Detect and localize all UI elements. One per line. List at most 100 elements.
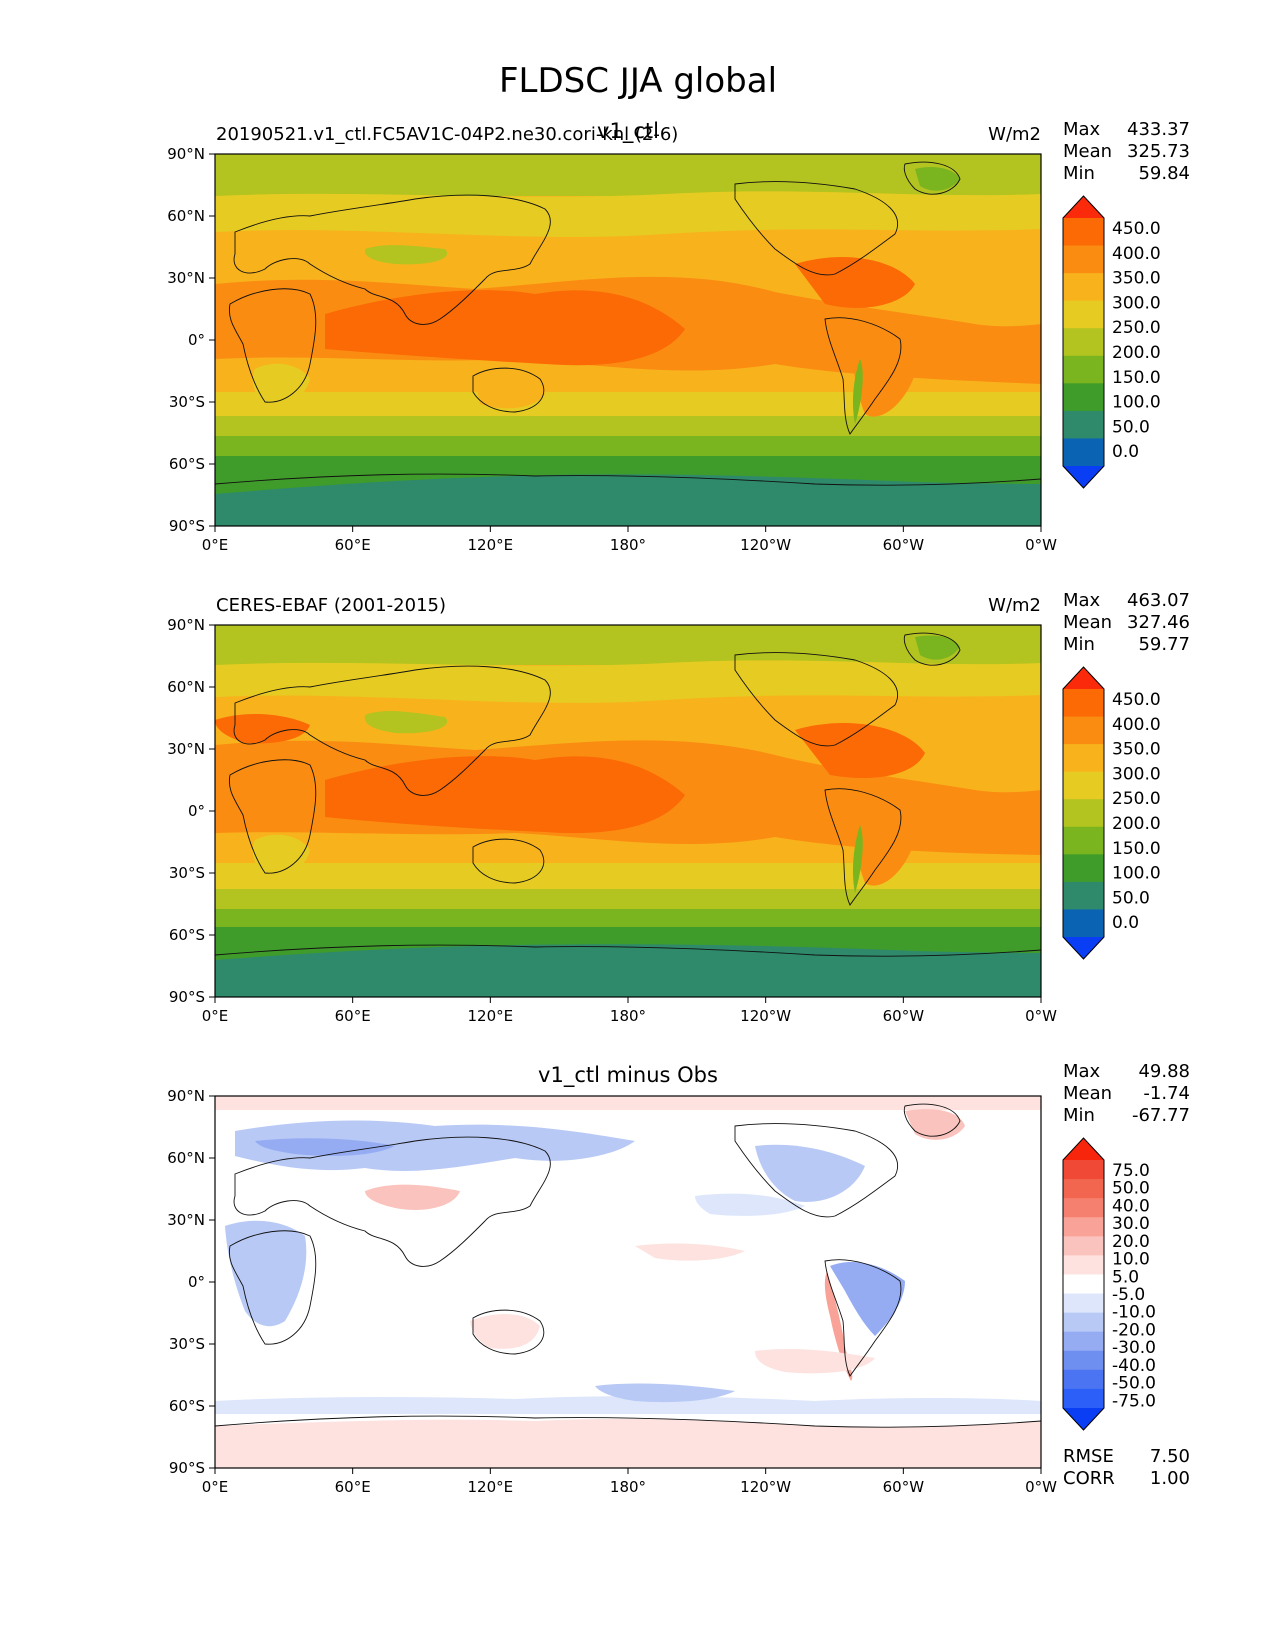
metric-label-corr: CORR (1063, 1468, 1115, 1489)
coast-north-america (734, 652, 898, 747)
lat-tick-label: 30°S (169, 393, 205, 411)
zone-southern-ocean-green (215, 925, 1041, 960)
lon-tick-label: 0°E (202, 1007, 229, 1025)
stat-label-min: Min (1063, 1105, 1095, 1126)
lat-tick-label: 90°S (169, 988, 205, 1006)
colorbar-segment (1063, 245, 1104, 274)
panel1-stats: Max Mean Min 433.37 325.73 59.84 (1063, 119, 1190, 184)
stat-label-max: Max (1063, 590, 1101, 611)
lon-tick-label: 0°E (202, 536, 229, 554)
colorbar-label: 350.0 (1112, 740, 1161, 760)
lat-tick-label: 30°N (167, 1211, 205, 1229)
stat-label-min: Min (1063, 163, 1095, 184)
colorbar-extend-min (1063, 1408, 1104, 1430)
zone-warm-pool (325, 290, 685, 366)
colorbar-segment (1063, 328, 1104, 357)
zone-warm-pool (325, 756, 685, 834)
coast-greenland (903, 161, 961, 195)
colorbar-outline (1062, 666, 1105, 960)
colorbar-segment (1063, 355, 1104, 384)
coast-australia (472, 367, 545, 413)
colorbar-segment (1063, 909, 1104, 938)
stat-label-mean: Mean (1063, 141, 1112, 162)
zone-greenland (915, 635, 960, 660)
stat-label-max: Max (1063, 1061, 1101, 1082)
colorbar-extend-min (1063, 937, 1104, 959)
colorbar-segment (1063, 1198, 1104, 1218)
zone-southern-ocean-green (215, 454, 1041, 494)
lon-tick-label: 0°W (1025, 1007, 1057, 1025)
panel2-units: W/m2 (988, 595, 1041, 616)
lat-tick-label: 60°N (167, 1149, 205, 1167)
colorbar-label: -30.0 (1112, 1338, 1156, 1358)
colorbar-test: 450.0 400.0 350.0 300.0 250.0 200.0 150.0 100.0… (1062, 195, 1161, 489)
colorbar-difference: 75.050.040.030.020.010.05.0-5.0-10.0-20.… (1062, 1137, 1156, 1431)
colorbar-segment (1063, 1388, 1104, 1409)
colorbar-segment (1063, 273, 1104, 302)
stat-value-min: -67.77 (1132, 1105, 1190, 1126)
lon-tick-label: 0°W (1025, 536, 1057, 554)
colorbar-segment (1063, 689, 1104, 718)
figure-title: FLDSC JJA global (499, 61, 777, 101)
stat-value-max: 433.37 (1127, 119, 1190, 140)
colorbar-segment (1063, 854, 1104, 883)
map-test (215, 154, 1041, 526)
colorbar-reference: 450.0 400.0 350.0 300.0 250.0 200.0 150.0 100.0… (1062, 666, 1161, 960)
colorbar-label: 10.0 (1112, 1250, 1150, 1270)
lon-tick-label: 180° (610, 536, 646, 554)
stat-value-mean: -1.74 (1143, 1083, 1190, 1104)
panel-reference (214, 624, 1042, 998)
colorbar-label: 0.0 (1112, 442, 1139, 462)
lat-tick-label: 60°S (169, 1397, 205, 1415)
colorbar-label: 400.0 (1112, 715, 1161, 735)
zone-60s (215, 434, 1041, 456)
colorbar-segment (1063, 410, 1104, 439)
lon-tick-label: 60°E (335, 536, 371, 554)
lat-tick-label: 60°S (169, 926, 205, 944)
lat-tick-label: 90°S (169, 517, 205, 535)
colorbar-label: 200.0 (1112, 814, 1161, 834)
colorbar-extend-max (1063, 667, 1104, 689)
colorbar-segment (1063, 716, 1104, 745)
coast-north-america (734, 1123, 898, 1218)
diff-na-negative (755, 1144, 865, 1202)
coast-antarctica (214, 473, 1042, 486)
zone-tibet (364, 711, 448, 734)
metric-value-corr: 1.00 (1150, 1468, 1190, 1489)
lon-tick-label: 120°E (468, 536, 514, 554)
diff-south-pacific-negative (595, 1383, 735, 1403)
colorbar-label: 450.0 (1112, 219, 1161, 239)
zone-45s (215, 860, 1041, 889)
colorbar-label: 400.0 (1112, 244, 1161, 264)
zone-60s (215, 907, 1041, 927)
zone-greenland (915, 167, 960, 191)
lat-tick-label: 0° (188, 1273, 205, 1291)
colorbar-label: 30.0 (1112, 1214, 1150, 1234)
colorbar-label: 300.0 (1112, 764, 1161, 784)
colorbar-label: 50.0 (1112, 888, 1150, 908)
lon-tick-label: 180° (610, 1478, 646, 1496)
lat-tick-label: 90°N (167, 145, 205, 163)
lat-tick-label: 30°N (167, 740, 205, 758)
colorbar-segment (1063, 771, 1104, 800)
panel2-left-label: CERES-EBAF (2001-2015) (216, 595, 446, 616)
colorbar-segment (1063, 218, 1104, 247)
colorbar-segment (1063, 1369, 1104, 1390)
colorbar-label: 100.0 (1112, 864, 1161, 884)
lon-tick-label: 180° (610, 1007, 646, 1025)
zone-south-america (853, 798, 915, 886)
stat-label-mean: Mean (1063, 1083, 1112, 1104)
zone-southern-africa (252, 363, 310, 406)
zone-andes (852, 359, 863, 424)
colorbar-segment (1063, 1312, 1104, 1333)
zone-atlantic-warm (795, 256, 915, 308)
lat-tick-label: 0° (188, 802, 205, 820)
zone-50s (215, 414, 1041, 436)
lon-tick-label: 60°W (883, 1478, 925, 1496)
zone-sahara-warm (215, 713, 310, 744)
coastlines-test (214, 161, 1042, 486)
panel-test (214, 153, 1042, 527)
stat-value-max: 463.07 (1127, 590, 1190, 611)
diff-sa-negative (830, 1261, 905, 1336)
coastlines-difference (214, 1103, 1042, 1428)
